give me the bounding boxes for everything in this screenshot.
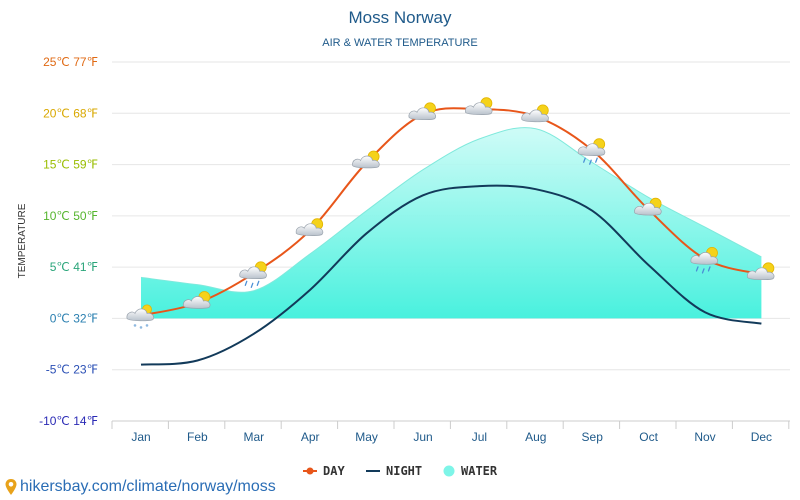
legend: DAY NIGHT WATER bbox=[303, 464, 498, 478]
weather-cloud-sun-icon bbox=[408, 102, 436, 121]
y-tick-label: -10℃ 14℉ bbox=[39, 414, 98, 428]
weather-cloud-sun-icon bbox=[295, 218, 324, 236]
footer-link[interactable]: hikersbay.com/climate/norway/moss bbox=[4, 478, 276, 496]
water-series bbox=[140, 127, 762, 319]
x-tick-label: Dec bbox=[751, 430, 772, 444]
y-tick-label: 0℃ 32℉ bbox=[50, 311, 98, 325]
x-tick-label: Oct bbox=[639, 430, 658, 444]
y-tick-label: -5℃ 23℉ bbox=[46, 363, 98, 377]
water-line bbox=[140, 127, 762, 293]
weather-cloud-sun-icon bbox=[183, 291, 211, 309]
legend-item-night[interactable]: NIGHT bbox=[366, 464, 422, 478]
y-tick-label: 5℃ 41℉ bbox=[50, 260, 98, 274]
x-tick-label: Mar bbox=[243, 430, 264, 444]
night-line bbox=[140, 184, 762, 366]
x-tick-label: Nov bbox=[694, 430, 715, 444]
legend-label: NIGHT bbox=[386, 464, 422, 478]
legend-label: WATER bbox=[461, 464, 498, 478]
y-tick-label: 10℃ 50℉ bbox=[43, 209, 98, 223]
x-tick-label: Jan bbox=[131, 430, 150, 444]
chart-subtitle: AIR & WATER TEMPERATURE bbox=[322, 37, 477, 49]
footer-url: hikersbay.com/climate/norway/moss bbox=[20, 478, 276, 495]
legend-label: DAY bbox=[323, 464, 345, 478]
x-tick-label: May bbox=[355, 430, 378, 444]
weather-cloud-sun-icon bbox=[521, 104, 549, 123]
y-axis: 25℃ 77℉ 20℃ 68℉ 15℃ 59℉ 10℃ 50℉ 5℃ 41℉ 0℃ 32℉… bbox=[39, 55, 98, 428]
y-tick-label: 15℃ 59℉ bbox=[43, 158, 98, 172]
weather-snow-icon bbox=[126, 304, 154, 329]
chart-title: Moss Norway bbox=[349, 8, 452, 27]
x-tick-label: Jul bbox=[472, 430, 487, 444]
weather-cloud-sun-icon bbox=[747, 262, 775, 281]
x-tick-label: Aug bbox=[525, 430, 546, 444]
weather-cloud-sun-icon bbox=[465, 97, 493, 115]
weather-rain-sun-icon bbox=[239, 261, 267, 288]
x-axis: Jan Feb Mar Apr May Jun Jul Aug Sep Oct Nov Dec bbox=[111, 420, 790, 444]
x-tick-label: Apr bbox=[301, 430, 320, 444]
y-axis-label: TEMPERATURE bbox=[17, 203, 28, 278]
x-tick-label: Feb bbox=[187, 430, 208, 444]
y-tick-label: 25℃ 77℉ bbox=[43, 55, 98, 69]
legend-item-day[interactable]: DAY bbox=[303, 464, 345, 478]
weather-rain-sun-icon bbox=[577, 138, 606, 165]
weather-cloud-sun-icon bbox=[352, 150, 380, 169]
legend-item-water[interactable]: WATER bbox=[443, 464, 498, 478]
weather-icons bbox=[126, 97, 775, 329]
night-series bbox=[140, 184, 762, 366]
x-tick-label: Jun bbox=[413, 430, 432, 444]
location-pin-icon bbox=[5, 479, 17, 495]
weather-rain-sun-icon bbox=[690, 246, 718, 274]
water-area bbox=[141, 127, 762, 319]
weather-cloud-sun-icon bbox=[634, 197, 662, 216]
y-tick-label: 20℃ 68℉ bbox=[43, 106, 98, 120]
x-tick-label: Sep bbox=[582, 430, 604, 444]
